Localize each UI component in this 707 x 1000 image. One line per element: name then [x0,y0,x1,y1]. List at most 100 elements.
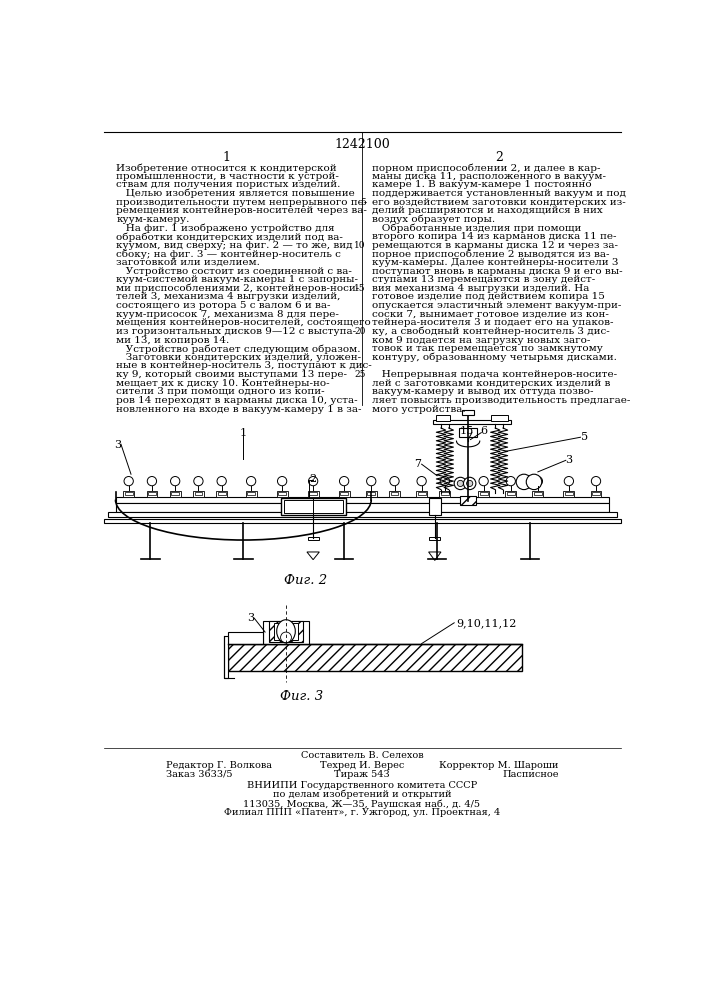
Text: куум-присосок 7, механизма 8 для пере-: куум-присосок 7, механизма 8 для пере- [116,310,339,319]
Bar [441,492,449,495]
Bar [491,415,508,421]
Text: Обработанные изделия при помощи: Обработанные изделия при помощи [372,223,581,233]
Text: куум-системой вакуум-камеры 1 с запорны-: куум-системой вакуум-камеры 1 с запорны- [116,275,358,284]
Bar [171,492,179,495]
Text: куум-камеру.: куум-камеру. [116,215,189,224]
Bar [224,636,228,678]
Bar [263,620,309,644]
Text: вия механизма 4 выгрузки изделий. На: вия механизма 4 выгрузки изделий. На [372,284,590,293]
Text: лей с заготовками кондитерских изделий в: лей с заготовками кондитерских изделий в [372,379,610,388]
Bar [506,491,516,497]
Text: по делам изобретений и открытий: по делам изобретений и открытий [273,790,451,799]
Circle shape [367,477,376,486]
Bar [246,491,257,497]
Text: Изобретение относится к кондитерской: Изобретение относится к кондитерской [116,163,337,173]
Bar [339,491,349,497]
Text: Фиг. 2: Фиг. 2 [284,574,327,587]
Text: ми приспособлениями 2, контейнеров-носи-: ми приспособлениями 2, контейнеров-носи- [116,284,360,293]
Circle shape [464,477,476,490]
Text: 3: 3 [247,613,255,623]
Bar [125,492,132,495]
Text: 10: 10 [354,241,366,250]
Bar [391,492,398,495]
Circle shape [124,477,134,486]
Bar [389,491,400,497]
Text: соски 7, вынимает готовое изделие из кон-: соски 7, вынимает готовое изделие из кон… [372,310,609,319]
Text: состоящего из ротора 5 с валом 6 и ва-: состоящего из ротора 5 с валом 6 и ва- [116,301,331,310]
Text: 1: 1 [240,428,247,438]
Circle shape [516,474,532,490]
Text: камере 1. В вакуум-камере 1 постоянно: камере 1. В вакуум-камере 1 постоянно [372,180,592,189]
Bar [279,492,286,495]
Text: Пасписное: Пасписное [502,770,559,779]
Circle shape [194,477,203,486]
Text: ремещения контейнеров-носителей через ва-: ремещения контейнеров-носителей через ва… [116,206,367,215]
Bar [115,503,609,512]
Circle shape [506,477,515,486]
Text: 3: 3 [115,440,122,450]
Text: мещает их к диску 10. Контейнеры-но-: мещает их к диску 10. Контейнеры-но- [116,379,330,388]
Circle shape [591,477,601,486]
Text: Устройство состоит из соединенной с ва-: Устройство состоит из соединенной с ва- [116,267,352,276]
Text: 1242100: 1242100 [334,138,390,151]
Text: ствам для получения пористых изделий.: ствам для получения пористых изделий. [116,180,341,189]
Bar [216,491,227,497]
Text: второго копира 14 из карманов диска 11 пе-: второго копира 14 из карманов диска 11 п… [372,232,617,241]
Bar [480,492,488,495]
Circle shape [308,477,317,486]
Text: 20: 20 [354,327,366,336]
Circle shape [440,477,450,486]
Bar [148,492,156,495]
Bar [433,420,510,424]
Bar [440,491,450,497]
Bar [104,519,621,523]
Text: заготовкой или изделием.: заготовкой или изделием. [116,258,260,267]
Text: вакуум-камеру и вывод их оттуда позво-: вакуум-камеру и вывод их оттуда позво- [372,387,593,396]
Text: сители 3 при помощи одного из копи-: сители 3 при помощи одного из копи- [116,387,325,396]
Text: 3: 3 [566,455,573,465]
Text: 1: 1 [222,151,230,164]
Bar [146,491,158,497]
Text: Заготовки кондитерских изделий, уложен-: Заготовки кондитерских изделий, уложен- [116,353,361,362]
Circle shape [217,477,226,486]
Text: поступают вновь в карманы диска 9 и его вы-: поступают вновь в карманы диска 9 и его … [372,267,623,276]
Bar [107,512,617,517]
Text: из горизонтальных дисков 9—12 с выступа-: из горизонтальных дисков 9—12 с выступа- [116,327,356,336]
Text: Непрерывная подача контейнеров-носите-: Непрерывная подача контейнеров-носите- [372,370,617,379]
Text: ляет повысить производительность предлагае-: ляет повысить производительность предлаг… [372,396,631,405]
Text: делий расширяются и находящийся в них: делий расширяются и находящийся в них [372,206,603,215]
Text: товок и так перемещается по замкнутому: товок и так перемещается по замкнутому [372,344,603,353]
Bar [460,496,476,505]
Text: обработки кондитерских изделий под ва-: обработки кондитерских изделий под ва- [116,232,343,242]
Text: опускается эластичный элемент вакуум-при-: опускается эластичный элемент вакуум-при… [372,301,621,310]
Bar [436,415,450,421]
Bar [276,491,288,497]
Text: тейнера-носителя 3 и подает его на упаков-: тейнера-носителя 3 и подает его на упако… [372,318,614,327]
Text: 6: 6 [480,426,487,436]
Text: производительности путем непрерывного пе-: производительности путем непрерывного пе… [116,198,368,207]
Polygon shape [307,552,320,560]
Text: мого устройства.: мого устройства. [372,405,466,414]
Bar [590,491,602,497]
Bar [592,492,600,495]
Bar [368,492,375,495]
Circle shape [147,477,156,486]
Bar [247,492,255,495]
Text: 9,10,11,12: 9,10,11,12 [457,618,517,628]
Text: ВНИИПИ Государственного комитета СССР: ВНИИПИ Государственного комитета СССР [247,781,477,790]
Bar [123,491,134,497]
Text: контуру, образованному четырьмя дисками.: контуру, образованному четырьмя дисками. [372,353,617,362]
Text: ров 14 переходят в карманы диска 10, уста-: ров 14 переходят в карманы диска 10, уст… [116,396,358,405]
Text: Тираж 543: Тираж 543 [334,770,390,779]
Bar [429,537,440,540]
Bar [308,491,319,497]
Bar [281,498,346,515]
Bar [228,632,263,644]
Bar [269,620,303,642]
Bar [193,491,204,497]
Text: новленного на входе в вакуум-камеру 1 в за-: новленного на входе в вакуум-камеру 1 в … [116,405,362,414]
Text: мещения контейнеров-носителей, состоящего: мещения контейнеров-носителей, состоящег… [116,318,371,327]
Text: поддерживается установленный вакуум и под: поддерживается установленный вакуум и по… [372,189,626,198]
Text: куумом, вид сверху; на фиг. 2 — то же, вид: куумом, вид сверху; на фиг. 2 — то же, в… [116,241,353,250]
Circle shape [457,480,464,487]
